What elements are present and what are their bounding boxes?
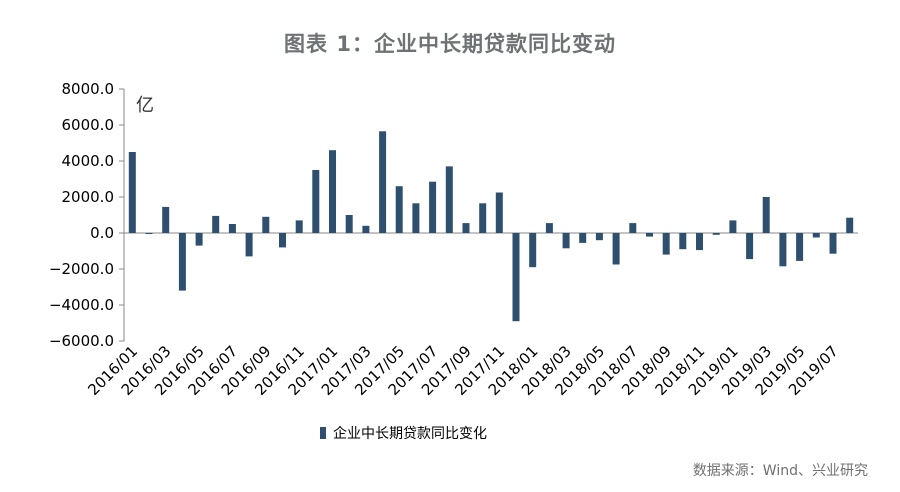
- bar-2016-10: [279, 233, 286, 248]
- bar-2016-01: [128, 152, 136, 233]
- legend-label: 企业中长期贷款同比变化: [333, 425, 487, 442]
- bar-2016-03: [162, 206, 170, 233]
- bar-2018-06: [612, 233, 620, 265]
- bar-2018-04: [579, 233, 587, 243]
- y-unit-label: 亿: [136, 95, 154, 116]
- y-tick-label: 8000.0: [62, 80, 115, 98]
- legend-swatch: [320, 427, 326, 439]
- bar-2018-10: [679, 233, 687, 250]
- bar-2019-05: [796, 233, 804, 261]
- bar-2018-11: [696, 233, 703, 251]
- bar-2017-12: [512, 233, 520, 322]
- y-tick-label: −4000.0: [49, 296, 114, 314]
- y-tick-label: 2000.0: [62, 188, 115, 206]
- bar-2019-02: [746, 233, 754, 260]
- bar-2018-05: [595, 233, 603, 241]
- bar-2016-08: [245, 233, 253, 257]
- bar-2018-09: [662, 233, 670, 255]
- bar-2017-11: [495, 192, 503, 233]
- bar-2016-07: [228, 224, 236, 233]
- bar-2016-06: [212, 215, 220, 233]
- bar-2017-03: [362, 225, 370, 233]
- bar-2019-03: [762, 197, 770, 233]
- y-tick-label: 0.0: [90, 224, 114, 242]
- bar-2016-04: [178, 233, 186, 291]
- source-note: 数据来源：Wind、兴业研究: [692, 463, 868, 479]
- bar-2018-02: [545, 223, 553, 233]
- bar-2017-09: [462, 223, 470, 233]
- bar-2017-05: [395, 186, 403, 233]
- bar-2017-10: [479, 203, 487, 233]
- chart-title: 图表 1：企业中长期贷款同比变动: [284, 32, 616, 56]
- bar-2016-12: [312, 170, 320, 233]
- y-tick-label: 4000.0: [62, 152, 115, 170]
- bar-2017-02: [345, 215, 353, 233]
- bar-2017-04: [379, 131, 387, 233]
- bar-2019-04: [779, 233, 787, 267]
- bar-2017-08: [445, 166, 453, 233]
- bar-2019-06: [812, 233, 820, 238]
- bar-2016-11: [295, 220, 303, 233]
- y-tick-label: −2000.0: [49, 260, 114, 278]
- bar-2018-08: [646, 233, 653, 237]
- bar-2018-03: [562, 233, 570, 249]
- bar-2017-06: [412, 203, 420, 233]
- bar-2016-09: [262, 216, 270, 233]
- bar-2018-01: [529, 233, 537, 268]
- bar-2019-01: [729, 220, 737, 233]
- bar-2017-01: [329, 150, 336, 233]
- y-tick-label: −6000.0: [49, 332, 114, 350]
- bar-2016-02: [145, 233, 153, 234]
- bar-2019-07: [829, 233, 837, 254]
- y-tick-label: 6000.0: [62, 116, 115, 134]
- bar-2018-12: [712, 233, 720, 235]
- bar-2017-07: [429, 181, 437, 233]
- bar-2016-05: [195, 233, 203, 246]
- bar-2019-08: [846, 217, 854, 233]
- bar-2018-07: [629, 223, 637, 233]
